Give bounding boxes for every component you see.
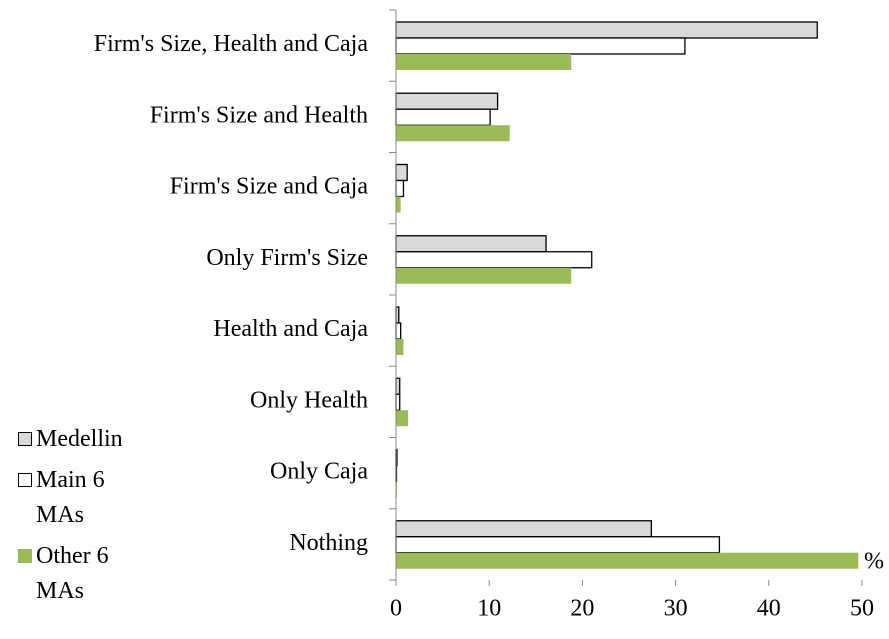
bar bbox=[396, 267, 572, 284]
bar bbox=[395, 179, 405, 198]
x-tick-label: 50 bbox=[850, 596, 874, 622]
y-tick-label: Only Health bbox=[250, 387, 368, 413]
bar bbox=[395, 37, 686, 55]
x-tick-label: 30 bbox=[664, 596, 688, 622]
bar bbox=[396, 125, 510, 142]
x-axis-label: % bbox=[864, 549, 884, 575]
bar bbox=[395, 322, 402, 340]
x-tick-label: 20 bbox=[570, 596, 594, 622]
y-tick-label: Firm's Size, Health and Caja bbox=[94, 31, 369, 57]
bar bbox=[395, 163, 408, 182]
y-tick-label: Only Firm's Size bbox=[206, 245, 368, 271]
bar bbox=[395, 393, 401, 411]
bar bbox=[395, 92, 499, 110]
legend-swatch bbox=[18, 473, 32, 487]
bar bbox=[395, 536, 721, 554]
bar bbox=[395, 251, 593, 269]
x-tick-label: 40 bbox=[757, 596, 781, 622]
bar bbox=[396, 552, 859, 569]
legend-swatch bbox=[18, 549, 32, 563]
bar bbox=[395, 377, 401, 395]
legend-item: Other 6 MAs bbox=[18, 539, 158, 609]
legend-item: Medellin bbox=[18, 422, 158, 457]
y-tick-label: Firm's Size and Health bbox=[150, 102, 368, 128]
x-tick-label: 10 bbox=[477, 596, 501, 622]
legend: Medellin Main 6 MAs Other 6 MAs bbox=[18, 422, 158, 611]
bar bbox=[396, 339, 404, 355]
y-tick-label: Only Caja bbox=[270, 459, 368, 485]
bar bbox=[395, 520, 653, 538]
legend-swatch bbox=[18, 432, 32, 446]
x-tick-label: 0 bbox=[390, 596, 402, 622]
bar bbox=[395, 235, 547, 253]
legend-label: Other 6 MAs bbox=[36, 543, 109, 604]
bar bbox=[396, 410, 409, 427]
legend-item: Main 6 MAs bbox=[18, 463, 158, 533]
y-tick-label: Health and Caja bbox=[213, 316, 368, 342]
y-tick-label: Nothing bbox=[289, 530, 368, 556]
bar bbox=[396, 196, 401, 213]
bar bbox=[396, 54, 572, 70]
legend-label: Medellin bbox=[36, 426, 123, 452]
y-tick-label: Firm's Size and Caja bbox=[170, 174, 369, 200]
legend-label: Main 6 MAs bbox=[36, 467, 105, 528]
bar bbox=[395, 108, 491, 126]
bar bbox=[395, 21, 818, 39]
